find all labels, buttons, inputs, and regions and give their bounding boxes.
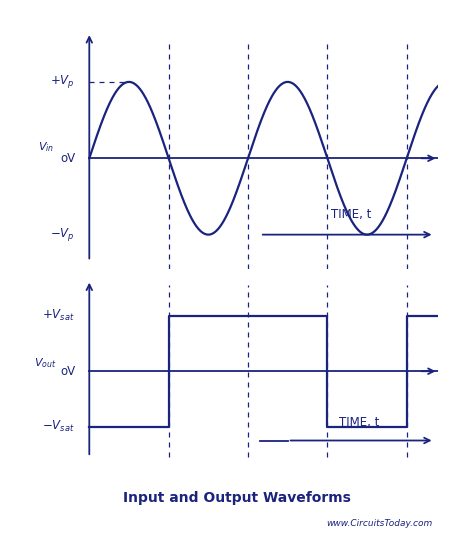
Text: $-V_p$: $-V_p$ [50,226,75,243]
Text: www.CircuitsToday.com: www.CircuitsToday.com [326,519,432,528]
Text: TIME, t: TIME, t [331,208,372,221]
Text: $V_{out}$: $V_{out}$ [34,356,57,370]
Text: $+V_{sat}$: $+V_{sat}$ [42,308,75,323]
Text: $V_{in}$: $V_{in}$ [37,140,54,154]
Text: $-V_{sat}$: $-V_{sat}$ [42,419,75,434]
Text: Input and Output Waveforms: Input and Output Waveforms [123,491,351,505]
Text: oV: oV [60,152,75,165]
Text: $+V_p$: $+V_p$ [50,73,75,90]
Text: oV: oV [60,365,75,378]
Text: TIME, t: TIME, t [339,416,380,429]
